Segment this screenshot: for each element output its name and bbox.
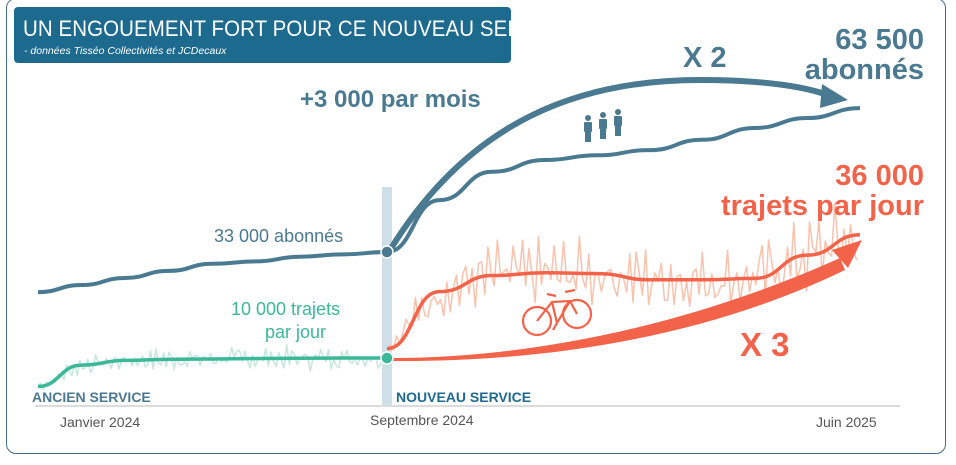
trips-end-value: 36 000	[835, 160, 924, 192]
subscribers-end-value: 63 500	[835, 24, 924, 56]
people-icon	[584, 109, 622, 142]
subs-september-point	[380, 245, 394, 259]
bicycle-icon	[521, 288, 593, 337]
x2-label: X 2	[683, 42, 727, 74]
subscribers-end-unit: abonnés	[804, 54, 924, 86]
x3-arrow	[392, 258, 845, 362]
x-tick-jan-2024: Janvier 2024	[60, 414, 141, 430]
trips-start-label-2: par jour	[265, 322, 327, 342]
trips-start-label-1: 10 000 trajets	[231, 299, 341, 319]
trips-end-unit: trajets par jour	[720, 190, 924, 222]
x2-arrow	[387, 76, 832, 252]
subscribers-start-label: 33 000 abonnés	[214, 226, 344, 246]
september-divider	[382, 187, 392, 405]
old-service-label: ANCIEN SERVICE	[32, 389, 151, 405]
subscribers-line	[37, 106, 861, 295]
x3-label: X 3	[740, 326, 790, 363]
monthly-growth-label: +3 000 par mois	[300, 86, 481, 113]
subtitle: - données Tisséo Collectivités et JCDeca…	[24, 45, 227, 57]
trips-september-point	[380, 351, 394, 365]
x3-arrow-head	[832, 240, 862, 268]
x-tick-sep-2024: Septembre 2024	[370, 412, 474, 428]
page-title: UN ENGOUEMENT FORT POUR CE NOUVEAU SERVI…	[23, 16, 570, 41]
old-trips-daily-line	[37, 344, 387, 391]
header-banner: UN ENGOUEMENT FORT POUR CE NOUVEAU SERVI…	[14, 7, 570, 63]
x-tick-jun-2025: Juin 2025	[816, 414, 877, 430]
old-trips-trend-line	[37, 356, 387, 389]
infographic-frame	[6, 0, 946, 454]
new-trips-trend-line	[386, 233, 861, 351]
x2-arrow-head	[820, 84, 848, 108]
new-service-label: NOUVEAU SERVICE	[396, 389, 532, 405]
